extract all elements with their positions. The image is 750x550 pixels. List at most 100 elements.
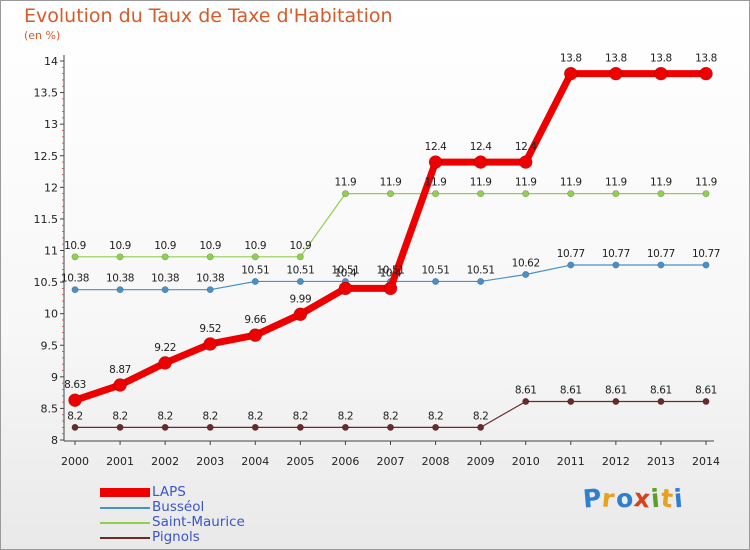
data-label-laps: 8.87 (109, 364, 131, 376)
data-point-saint-maurice (522, 190, 530, 198)
data-label-saint-maurice: 11.9 (695, 177, 717, 189)
x-tick-label: 2004 (241, 455, 269, 468)
data-point-laps (158, 356, 172, 370)
legend-item: Saint-Maurice (100, 515, 245, 530)
y-tick-label: 11.5 (34, 213, 59, 226)
data-point-saint-maurice (296, 253, 304, 261)
data-label-buss-ol: 10.51 (467, 264, 495, 276)
data-point-pignols (296, 423, 304, 431)
data-label-saint-maurice: 11.9 (605, 177, 627, 189)
data-point-buss-ol (702, 261, 710, 269)
data-point-saint-maurice (432, 190, 440, 198)
y-tick-label: 12.5 (34, 150, 59, 163)
legend-item: LAPS (100, 485, 245, 500)
data-point-saint-maurice (567, 190, 575, 198)
data-point-saint-maurice (612, 190, 620, 198)
data-point-saint-maurice (161, 253, 169, 261)
data-point-saint-maurice (206, 253, 214, 261)
data-point-pignols (386, 423, 394, 431)
y-tick-label: 11 (44, 245, 58, 258)
data-point-buss-ol (657, 261, 665, 269)
x-tick-label: 2009 (467, 455, 495, 468)
data-label-buss-ol: 10.38 (196, 273, 224, 285)
data-label-buss-ol: 10.51 (241, 264, 269, 276)
data-point-pignols (116, 423, 124, 431)
legend-label: Saint-Maurice (152, 514, 245, 530)
data-label-pignols: 8.2 (428, 410, 444, 422)
x-tick-label: 2011 (557, 455, 585, 468)
data-point-pignols (251, 423, 259, 431)
chart-title: Evolution du Taux de Taxe d'Habitation (24, 5, 393, 27)
data-point-laps (68, 393, 82, 408)
data-label-buss-ol: 10.77 (602, 248, 630, 260)
x-tick-label: 2000 (61, 455, 89, 468)
data-label-laps: 12.4 (470, 141, 492, 153)
data-label-saint-maurice: 10.9 (199, 240, 221, 252)
legend-swatch (100, 506, 150, 509)
data-point-buss-ol (567, 261, 575, 269)
data-label-buss-ol: 10.77 (647, 248, 675, 260)
data-label-saint-maurice: 11.9 (515, 177, 537, 189)
y-tick-label: 9.5 (41, 339, 59, 352)
data-point-pignols (702, 397, 710, 405)
data-label-pignols: 8.61 (560, 384, 582, 396)
data-label-buss-ol: 10.38 (106, 273, 134, 285)
data-label-laps: 9.99 (289, 293, 311, 305)
data-point-laps (428, 155, 443, 169)
data-label-buss-ol: 10.62 (512, 258, 540, 270)
data-label-laps: 13.8 (560, 53, 582, 65)
data-label-pignols: 8.2 (157, 410, 173, 422)
legend-swatch (100, 488, 150, 497)
data-label-laps: 9.52 (199, 323, 221, 335)
data-label-saint-maurice: 10.9 (289, 240, 311, 252)
data-point-pignols (341, 423, 349, 431)
y-tick-label: 14 (44, 55, 58, 68)
data-point-buss-ol (206, 286, 214, 294)
data-label-saint-maurice: 11.9 (470, 177, 492, 189)
data-label-laps: 13.8 (695, 53, 717, 65)
data-label-pignols: 8.61 (650, 384, 672, 396)
data-label-laps: 12.4 (515, 141, 537, 153)
x-tick-label: 2010 (512, 455, 540, 468)
data-point-saint-maurice (386, 190, 394, 198)
chart-subtitle: (en %) (24, 29, 61, 42)
data-point-buss-ol (71, 286, 79, 294)
data-label-saint-maurice: 10.9 (244, 240, 266, 252)
data-label-buss-ol: 10.38 (151, 273, 179, 285)
y-tick-label: 9 (51, 371, 58, 384)
data-point-pignols (522, 397, 530, 405)
data-point-saint-maurice (477, 190, 485, 198)
data-label-pignols: 8.2 (202, 410, 218, 422)
data-point-pignols (206, 423, 214, 431)
data-point-laps (473, 155, 488, 169)
y-tick-label: 13.5 (34, 87, 59, 100)
x-tick-label: 2001 (106, 455, 134, 468)
data-label-laps: 12.4 (425, 141, 447, 153)
data-point-pignols (477, 423, 485, 431)
data-point-laps (654, 66, 668, 81)
data-label-laps: 9.66 (244, 314, 266, 326)
data-point-saint-maurice (341, 190, 349, 198)
data-point-laps (699, 66, 713, 81)
data-point-pignols (657, 397, 665, 405)
x-tick-label: 2002 (151, 455, 179, 468)
x-tick-label: 2014 (692, 455, 720, 468)
data-point-pignols (567, 397, 575, 405)
y-tick-label: 10 (44, 308, 58, 321)
data-point-saint-maurice (116, 253, 124, 261)
proxiti-logo: Proxiti (582, 483, 685, 514)
data-point-buss-ol (477, 277, 485, 285)
legend-label: Busséol (152, 499, 205, 515)
data-label-buss-ol: 10.77 (557, 248, 585, 260)
data-label-buss-ol: 10.51 (286, 264, 314, 276)
data-label-laps: 13.8 (650, 53, 672, 65)
x-tick-label: 2013 (647, 455, 675, 468)
data-label-pignols: 8.2 (293, 410, 309, 422)
x-tick-label: 2005 (286, 455, 314, 468)
data-point-buss-ol (251, 277, 259, 285)
data-point-saint-maurice (657, 190, 665, 198)
data-point-saint-maurice (251, 253, 259, 261)
data-point-laps (113, 378, 127, 392)
